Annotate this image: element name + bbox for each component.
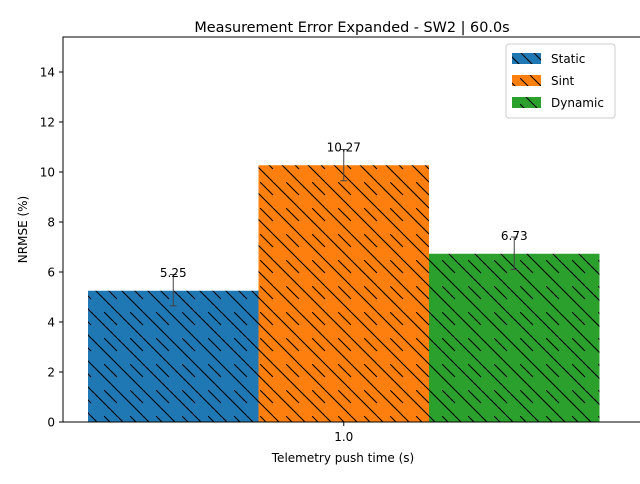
legend-label-static: Static bbox=[551, 52, 585, 66]
error-bar-dynamic bbox=[510, 236, 518, 270]
legend-item-static: Static bbox=[512, 52, 585, 66]
y-axis-label: NRMSE (%) bbox=[16, 196, 30, 263]
bars-layer bbox=[88, 165, 600, 422]
y-tick-label: 10 bbox=[40, 166, 55, 180]
y-tick-label: 0 bbox=[47, 416, 55, 430]
legend-label-sint: Sint bbox=[551, 74, 575, 88]
legend-item-sint: Sint bbox=[512, 74, 575, 88]
legend-swatch-sint bbox=[512, 75, 541, 86]
x-tick-label: 1.0 bbox=[334, 430, 353, 444]
y-tick-label: 4 bbox=[47, 316, 55, 330]
y-tick-label: 8 bbox=[47, 216, 55, 230]
x-axis-label: Telemetry push time (s) bbox=[271, 451, 414, 465]
error-bar-sint bbox=[340, 149, 348, 182]
legend-item-dynamic: Dynamic bbox=[512, 96, 604, 110]
y-axis: 0 2 4 6 8 10 12 14 bbox=[40, 66, 63, 430]
legend: Static Sint Dynamic bbox=[505, 43, 616, 119]
legend-swatch-static bbox=[512, 53, 541, 64]
error-bar-static bbox=[169, 274, 177, 307]
legend-swatch-dynamic bbox=[512, 97, 541, 108]
y-tick-label: 2 bbox=[47, 366, 55, 380]
bar-sint bbox=[258, 165, 429, 422]
plot-area: 5.25 10.27 6.73 bbox=[62, 36, 640, 423]
x-axis: 1.0 bbox=[334, 422, 353, 444]
data-labels: 5.25 10.27 6.73 bbox=[160, 140, 528, 280]
data-label-dynamic: 6.73 bbox=[501, 229, 528, 243]
data-label-static: 5.25 bbox=[160, 266, 187, 280]
data-label-sint: 10.27 bbox=[327, 140, 361, 154]
bar-dynamic bbox=[429, 253, 600, 422]
chart-title: Measurement Error Expanded - SW2 | 60.0s bbox=[194, 20, 509, 36]
y-tick-label: 6 bbox=[47, 266, 55, 280]
errorbars-layer bbox=[169, 149, 518, 307]
bar-static bbox=[88, 290, 259, 422]
y-tick-label: 12 bbox=[40, 116, 55, 130]
y-tick-label: 14 bbox=[40, 66, 55, 80]
plot-frame bbox=[62, 36, 640, 423]
legend-label-dynamic: Dynamic bbox=[551, 96, 604, 110]
